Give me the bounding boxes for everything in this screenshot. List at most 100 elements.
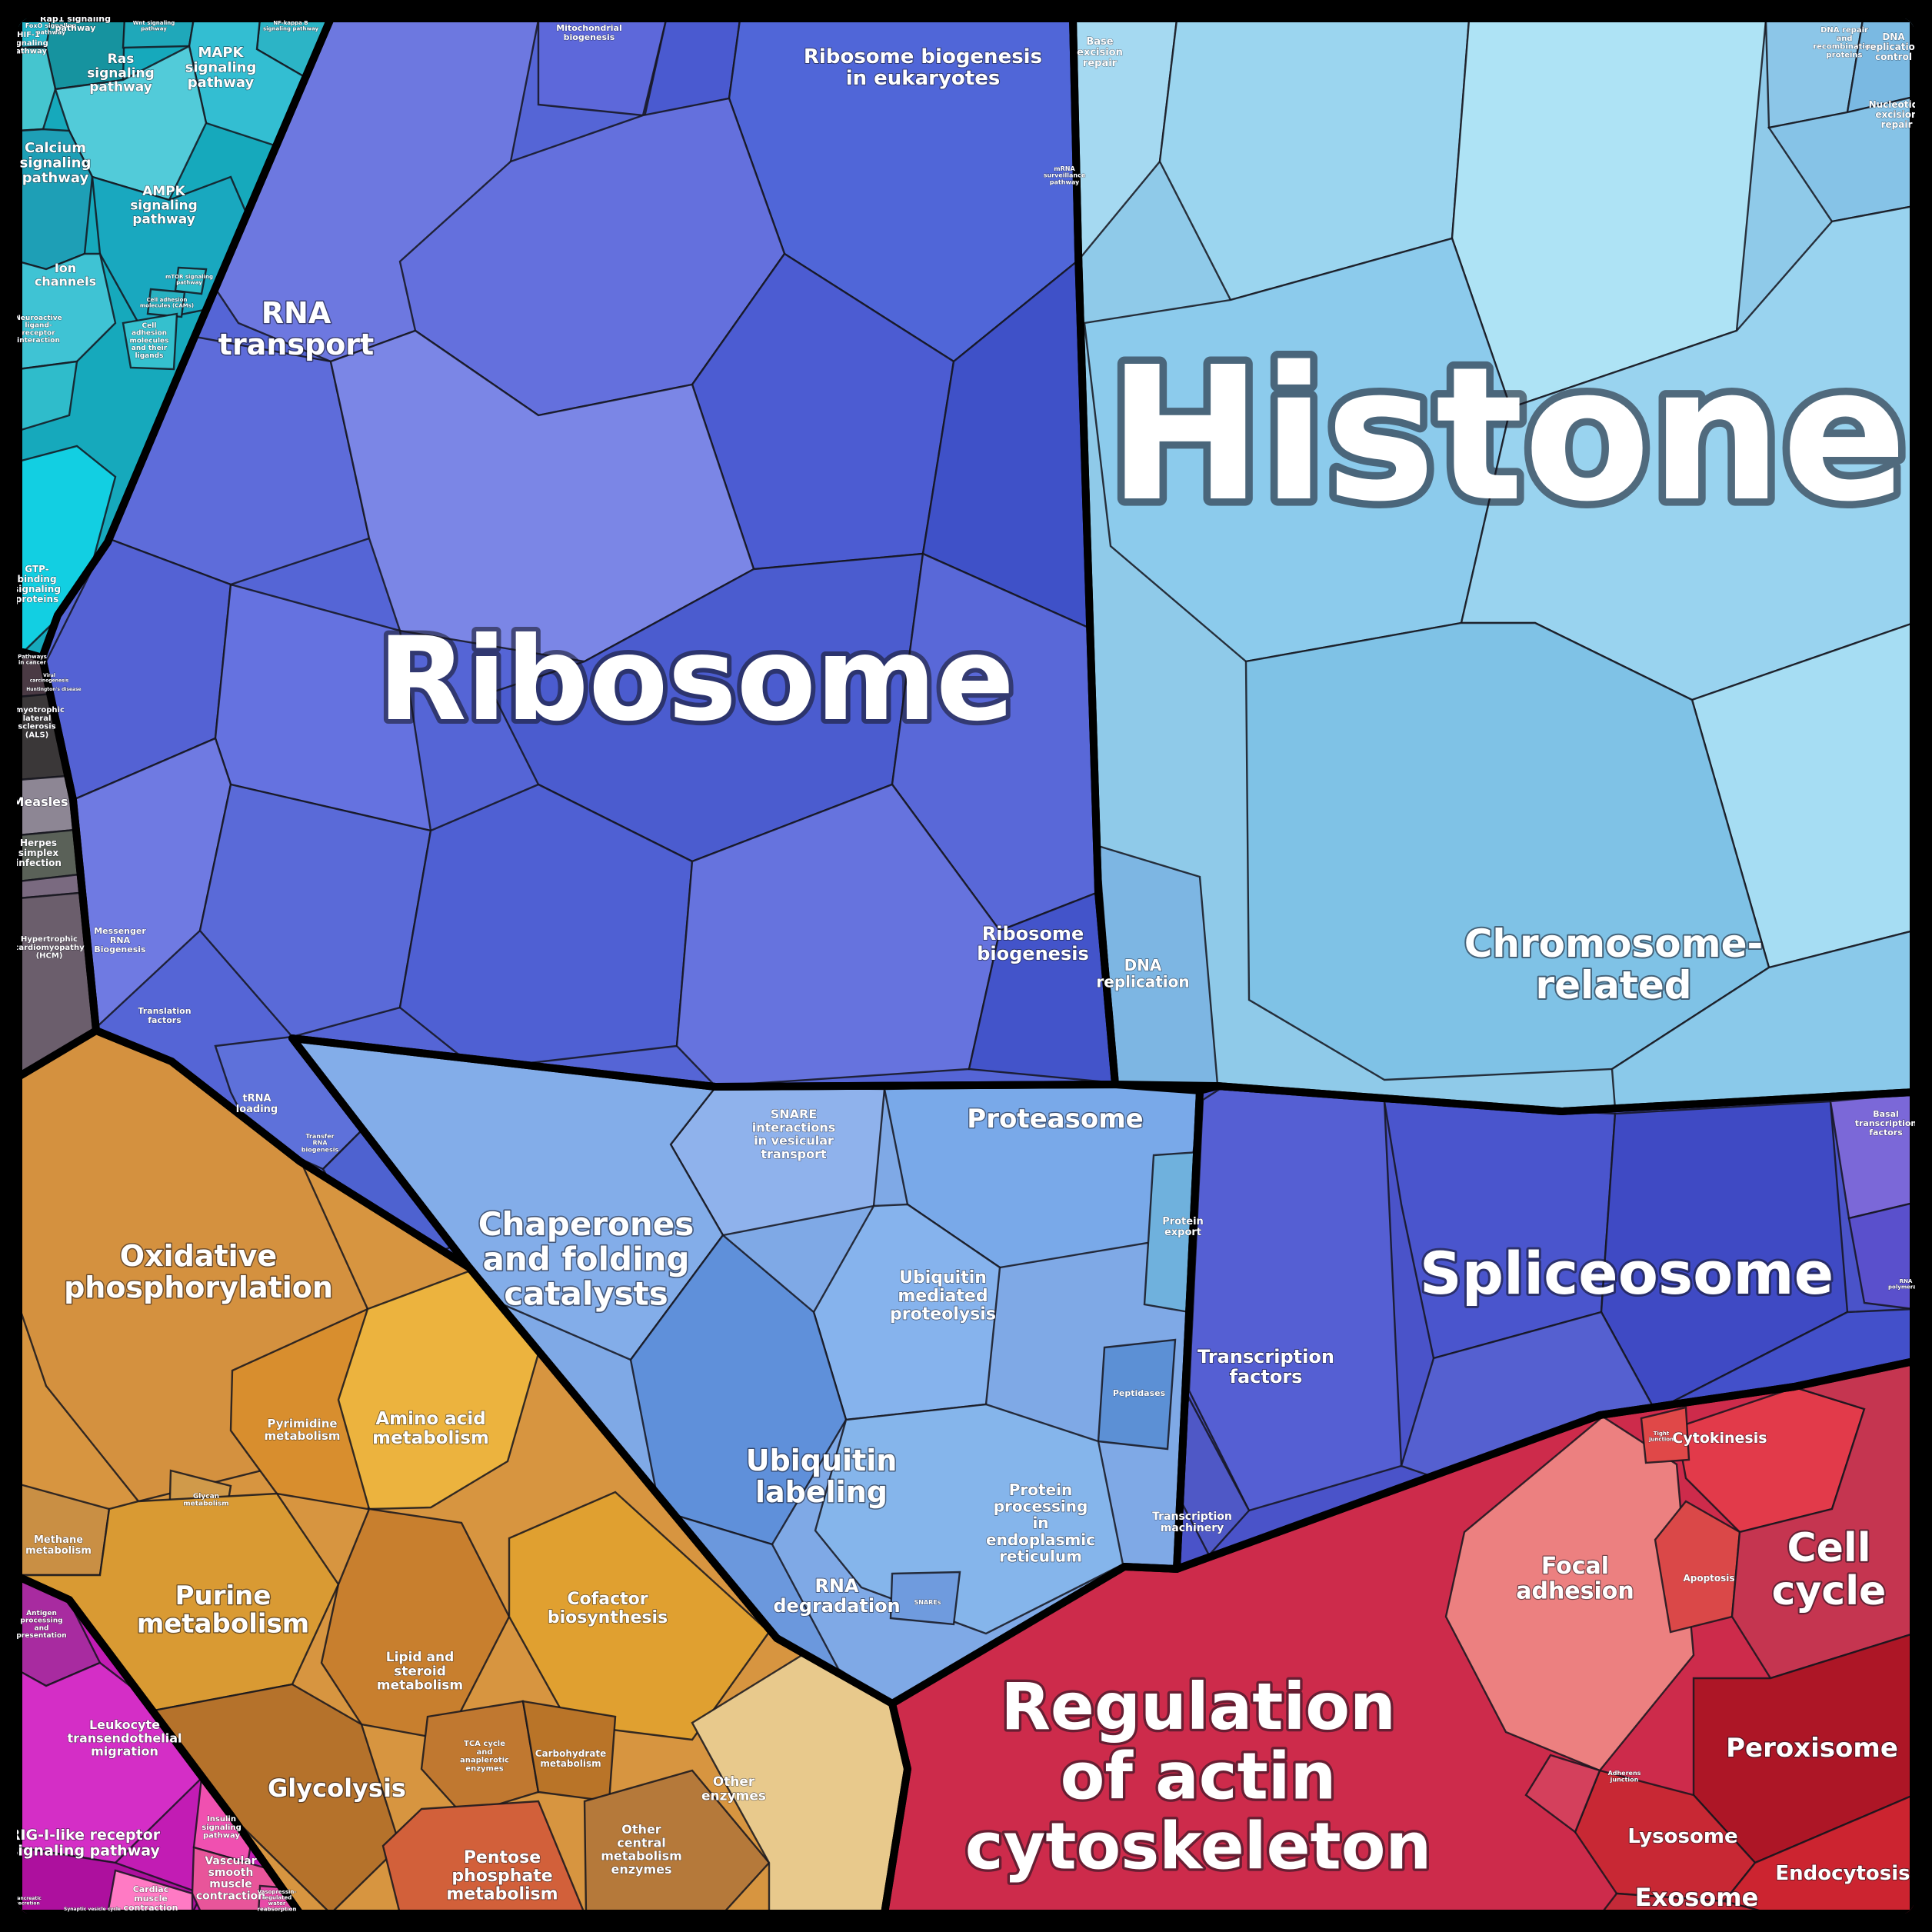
cell-tight-junction[interactable] (1640, 1406, 1690, 1464)
label-endocytosis: Endocytosis (1775, 1862, 1910, 1885)
label-transcription-factors: Transcription factors (1198, 1346, 1334, 1387)
cell-focal-adhesion[interactable] (1444, 1415, 1695, 1772)
label-dna-replication: DNA replication (1096, 956, 1189, 991)
cell-transcription-factors[interactable] (1188, 1088, 1403, 1512)
label-insulin-signaling-pathway: Insulin signaling pathway (202, 1815, 242, 1840)
label-rna-degradation: RNA degradation (773, 1575, 900, 1617)
label-gtp-binding-signaling-proteins: GTP-binding signaling proteins (13, 564, 61, 605)
label-adherens-junction: Adherens junction (1608, 1770, 1641, 1784)
group-cells-cellular-processes (1444, 1361, 1914, 1914)
label-chaperones-and-folding-catalysts: Chaperones and folding catalysts (478, 1205, 695, 1313)
label-rna-polymerase: RNA polymerase (1888, 1278, 1924, 1291)
label-focal-adhesion: Focal adhesion (1516, 1553, 1634, 1604)
label-tight-junction: Tight junction (1648, 1431, 1674, 1443)
label-glycan-metabolism: Glycan metabolism (183, 1493, 228, 1508)
label-huntington-s-disease: Huntington's disease (26, 687, 82, 692)
cell-cell-cycle[interactable] (1730, 1361, 1914, 1680)
label-amyotrophic-lateral-sclerosis-als: Amyotrophic lateral sclerosis (ALS) (9, 706, 65, 739)
label-mapk-signaling-pathway: MAPK signaling pathway (185, 45, 257, 91)
cell-cardiac-muscle-contraction[interactable] (106, 1869, 194, 1914)
label-mitochondrial-biogenesis: Mitochondrial biogenesis (556, 23, 622, 42)
group-cells-folding (292, 1038, 1200, 1704)
label-base-excision-repair: Base excision repair (1077, 36, 1123, 69)
label-histone: Histone (1108, 327, 1907, 542)
label-messenger-rna-biogenesis: Messenger RNA Biogenesis (94, 926, 146, 954)
cell-peptidases[interactable] (1097, 1338, 1177, 1451)
label-cell-adhesion-molecules-and-their-ligands: Cell adhesion molecules and their ligands (129, 322, 168, 360)
cell-other-central-metabolism-enzymes[interactable] (583, 1769, 771, 1914)
cell-hif-1-signaling-pathway[interactable] (18, 46, 57, 132)
label-chromosome-related: Chromosome-related (1464, 921, 1764, 1008)
cell-exosome[interactable] (1599, 1892, 1771, 1914)
label-peptidases: Peptidases (1113, 1388, 1166, 1398)
label-calcium-signaling-pathway: Calcium signaling pathway (20, 140, 92, 186)
group-cells-translation (45, 18, 1115, 1263)
cell-rna-polymerase[interactable] (1847, 1201, 1914, 1311)
label-ubiquitin-labeling: Ubiquitin labeling (746, 1444, 898, 1509)
cell-pentose-phosphate-metabolism[interactable] (381, 1800, 586, 1914)
label-vasopressin-regulated-water-reabsorption: Vasopressin-regulated water reabsorption (258, 1889, 297, 1913)
label-cardiac-muscle-contraction: Cardiac muscle contraction (124, 1884, 178, 1913)
label-cell-adhesion-molecules-cams: Cell adhesion molecules (CAMs) (140, 297, 194, 309)
cell-endocytosis[interactable] (1722, 1794, 1914, 1914)
label-other-central-metabolism-enzymes: Other central metabolism enzymes (601, 1822, 682, 1877)
label-regulation-of-actin-cytoskeleton: Regulation of actin cytoskeleton (965, 1669, 1431, 1884)
cell-adherens-junction[interactable] (1524, 1754, 1601, 1834)
cell-mtor-signaling-pathway[interactable] (174, 266, 208, 295)
label-apoptosis: Apoptosis (1683, 1573, 1734, 1584)
label-pentose-phosphate-metabolism: Pentose phosphate metabolism (446, 1848, 558, 1904)
label-exosome: Exosome (1635, 1883, 1759, 1912)
label-spliceosome: Spliceosome (1420, 1239, 1834, 1307)
label-snare-interactions-in-vesicular-transport: SNARE interactions in vesicular transport (752, 1107, 836, 1161)
label-pathways-in-cancer: Pathways in cancer (18, 654, 47, 666)
label-pancreatic-secretion: Pancreatic secretion (14, 1896, 42, 1906)
label-cell-cycle: Cell cycle (1772, 1525, 1887, 1614)
label-snares: SNAREs (914, 1599, 941, 1606)
cell-snares[interactable] (889, 1571, 961, 1626)
label-protein-processing-in-endoplasmic-reticulum: Protein processing in endoplasmic reticulum (986, 1481, 1095, 1565)
label-synaptic-vesicle-cycle: Synaptic vesicle cycle (64, 1907, 121, 1912)
label-leukocyte-transendothelial-migration: Leukocyte transendothelial migration (67, 1717, 182, 1759)
label-transcription-machinery: Transcription machinery (1152, 1511, 1232, 1534)
label-hypertrophic-cardiomyopathy-hcm: Hypertrophic cardiomyopathy (HCM) (14, 935, 85, 961)
label-transfer-rna-biogenesis: Transfer RNA biogenesis (301, 1133, 339, 1153)
label-measles: Measles (12, 794, 68, 809)
cell-cell-adhesion-molecules-cams[interactable] (146, 288, 186, 318)
label-herpes-simplex-infection: Herpes simplex infection (15, 838, 62, 868)
label-mtor-signaling-pathway: mTOR signaling pathway (165, 274, 213, 286)
label-tca-cycle-and-anaplerotic-enzymes: TCA cycle and anaplerotic enzymes (460, 1740, 509, 1773)
cell-ribosome-cell-k[interactable] (198, 783, 432, 1038)
label-other-enzymes: Other enzymes (701, 1774, 766, 1804)
label-purine-metabolism: Purine metabolism (137, 1581, 309, 1640)
cell-hypertrophic-cardiomyopathy[interactable] (18, 891, 96, 1077)
label-nucleotide-excision-repair: Nucleotide excision repair (1869, 99, 1925, 130)
cell-messenger-rna-biogenesis[interactable] (72, 737, 232, 1030)
label-antigen-processing-and-presentation: Antigen processing and presentation (16, 1610, 66, 1640)
label-vascular-smooth-muscle-contraction: Vascular smooth muscle contraction (196, 1855, 265, 1902)
label-ampk-signaling-pathway: AMPK signaling pathway (130, 184, 198, 228)
cell-cofactor-biosynthesis[interactable] (508, 1491, 771, 1741)
label-cofactor-biosynthesis: Cofactor biosynthesis (548, 1590, 668, 1627)
label-viral-carcinogenesis: Viral carcinogenesis (30, 673, 69, 683)
label-amino-acid-metabolism: Amino acid metabolism (372, 1409, 489, 1448)
label-translation-factors: Translation factors (138, 1006, 191, 1025)
group-cells-metabolism (18, 1031, 908, 1914)
label-trna-loading: tRNA loading (236, 1093, 278, 1115)
label-lysosome: Lysosome (1627, 1825, 1737, 1848)
cell-cell-adhesion-molecules-and-their-ligands[interactable] (122, 312, 178, 371)
label-protein-export: Protein export (1162, 1216, 1204, 1238)
cell-apoptosis[interactable] (1654, 1500, 1741, 1634)
label-proteasome: Proteasome (967, 1104, 1143, 1134)
label-neuroactive-ligand-receptor-interaction: Neuroactive ligand-receptor interaction (15, 315, 62, 345)
group-cells-immune (18, 1577, 300, 1914)
label-ribosome: Ribosome (378, 613, 1014, 747)
cell-lipid-and-steroid-metabolism[interactable] (320, 1507, 511, 1741)
cell-ribosome-biogenesis[interactable] (968, 891, 1115, 1084)
group-cells-transcription (1177, 1088, 1914, 1557)
cell-neuroactive-ligand-receptor-interaction[interactable] (18, 360, 78, 432)
label-foxo-signaling-pathway: FoxO signaling pathway (25, 22, 77, 36)
